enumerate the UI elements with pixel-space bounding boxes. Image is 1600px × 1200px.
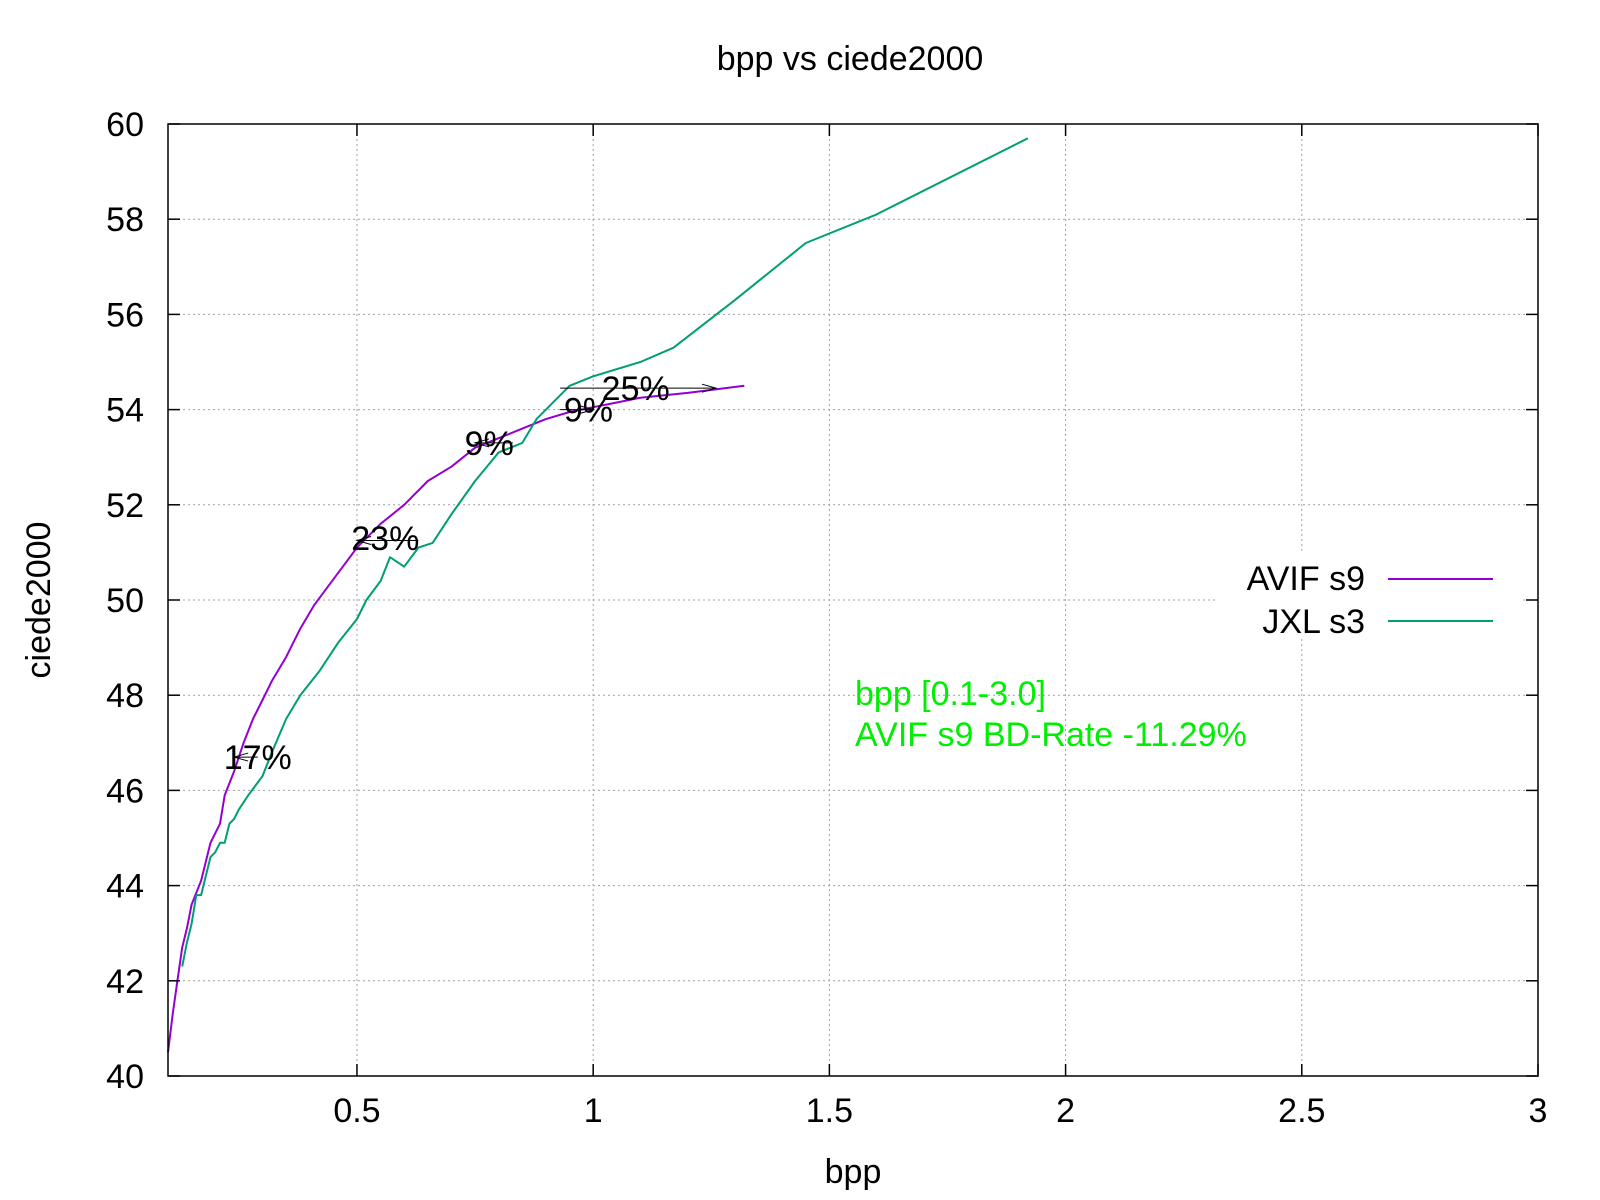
x-tick-label: 2.5 <box>1278 1092 1325 1130</box>
annotation-arrowhead <box>473 438 490 448</box>
y-tick-label: 54 <box>106 392 144 430</box>
x-tick-label: 1 <box>584 1092 603 1130</box>
textbox-line-bdrate: AVIF s9 BD-Rate -11.29% <box>855 716 1247 754</box>
annotations: 17%23%9%9%25% <box>224 370 718 777</box>
y-tick-label: 52 <box>106 487 144 525</box>
y-tick-label: 48 <box>106 677 144 715</box>
series-lines <box>167 137 1029 1053</box>
x-tick-label: 1.5 <box>806 1092 853 1130</box>
legend-label-jxl: JXL s3 <box>1262 603 1365 641</box>
y-tick-label: 46 <box>106 772 144 810</box>
annotation-arrowhead <box>232 752 249 762</box>
annotation-label: 17% <box>224 739 292 777</box>
y-tick-label: 42 <box>106 963 144 1001</box>
y-tick-label: 60 <box>106 106 144 144</box>
x-tick-label: 0.5 <box>333 1092 380 1130</box>
legend: AVIF s9 JXL s3 <box>1215 552 1520 641</box>
annotation-arrowhead <box>579 405 595 415</box>
y-tick-label: 56 <box>106 296 144 334</box>
annotation-label: 9% <box>465 425 514 463</box>
y-tick-label: 58 <box>106 201 144 239</box>
bd-rate-textbox: bpp [0.1-3.0] AVIF s9 BD-Rate -11.29% <box>855 675 1247 754</box>
x-axis-label: bpp <box>825 1153 882 1191</box>
x-tick-label: 2 <box>1056 1092 1075 1130</box>
x-tick-label: 3 <box>1529 1092 1548 1130</box>
annotation-label: 23% <box>351 520 419 558</box>
series-line-0 <box>167 384 745 1053</box>
legend-label-avif: AVIF s9 <box>1247 560 1365 598</box>
y-tick-label: 50 <box>106 582 144 620</box>
y-tick-label: 40 <box>106 1058 144 1096</box>
chart-title: bpp vs ciede2000 <box>717 40 984 78</box>
annotation-label: 9% <box>564 392 613 430</box>
textbox-line-range: bpp [0.1-3.0] <box>855 675 1046 713</box>
annotation-arrowhead <box>701 383 718 393</box>
series-line-1 <box>181 137 1029 967</box>
annotation-label: 25% <box>602 370 670 408</box>
axis-ticks: 0.5 1 1.5 2 2.5 3 40 42 44 46 48 50 52 54 56 58 60 <box>106 106 1547 1130</box>
y-tick-label: 44 <box>106 868 144 906</box>
annotation-arrowhead <box>355 536 372 545</box>
y-axis-label: ciede2000 <box>20 522 58 679</box>
